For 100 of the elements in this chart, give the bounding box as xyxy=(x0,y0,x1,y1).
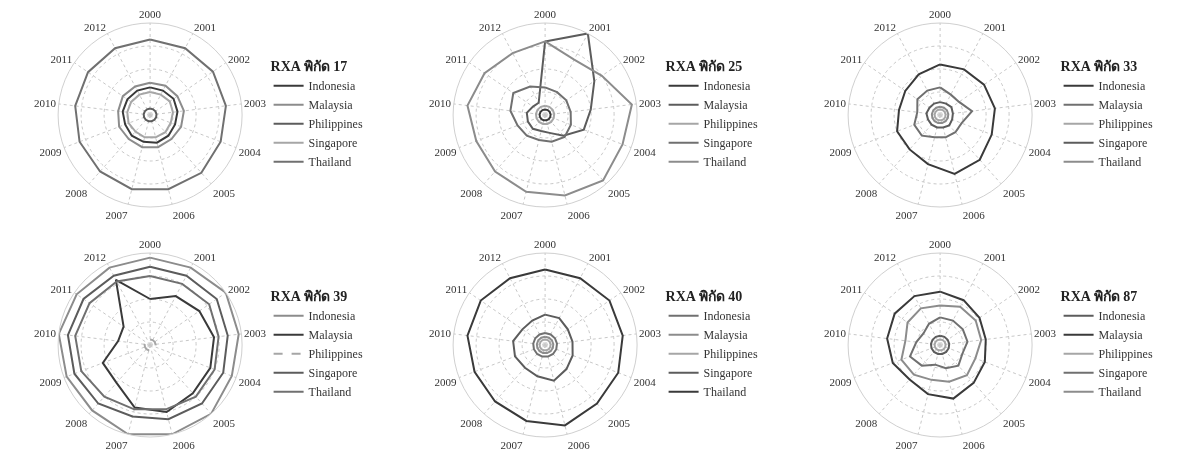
spoke-label: 2007 xyxy=(895,208,918,221)
spoke-label: 2000 xyxy=(139,8,162,21)
legend-label: Indonesia xyxy=(1098,79,1146,94)
spoke-label: 2007 xyxy=(105,438,128,451)
spoke-label: 2012 xyxy=(874,250,897,263)
spoke-label: 2009 xyxy=(39,376,63,389)
spoke-label: 2007 xyxy=(500,438,523,451)
legend-label: Singapore xyxy=(703,136,753,151)
legend-label: Indonesia xyxy=(308,79,356,94)
spoke-label: 2005 xyxy=(212,186,236,199)
legend-label: Thailand xyxy=(308,155,352,170)
spoke-label: 2006 xyxy=(962,208,986,221)
spoke-label: 2000 xyxy=(534,8,557,21)
spoke-label: 2002 xyxy=(623,283,646,296)
legend-label: Malaysia xyxy=(308,98,354,113)
spoke-label: 2012 xyxy=(84,250,107,263)
spoke-label: 2005 xyxy=(607,416,631,429)
legend-label: Singapore xyxy=(1098,366,1148,381)
spoke-label: 2010 xyxy=(34,327,57,340)
spoke-label: 2004 xyxy=(238,146,262,159)
legend-label: Philippines xyxy=(1098,347,1153,362)
legend-label: Philippines xyxy=(308,117,363,132)
spoke-label: 2009 xyxy=(434,146,458,159)
legend-label: Philippines xyxy=(1098,117,1153,132)
spoke-label: 2012 xyxy=(84,20,107,33)
spoke-label: 2008 xyxy=(460,186,483,199)
spoke-label: 2003 xyxy=(1034,327,1057,340)
legend-title: RXA พิกัด 33 xyxy=(1060,59,1138,75)
spoke-label: 2010 xyxy=(824,97,847,110)
spoke-label: 2011 xyxy=(445,283,468,296)
spoke-label: 2007 xyxy=(105,208,128,221)
spoke-label: 2000 xyxy=(929,238,952,251)
spoke-label: 2005 xyxy=(1002,416,1026,429)
legend-label: Thailand xyxy=(1098,385,1142,400)
spoke-label: 2002 xyxy=(228,283,251,296)
spoke-label: 2006 xyxy=(567,208,591,221)
legend-label: Singapore xyxy=(1098,136,1148,151)
spoke-label: 2011 xyxy=(50,53,73,66)
spoke-label: 2009 xyxy=(434,376,458,389)
spoke-label: 2010 xyxy=(824,327,847,340)
legend-label: Malaysia xyxy=(1098,98,1144,113)
legend-label: Thailand xyxy=(1098,155,1142,170)
legend-label: Singapore xyxy=(703,366,753,381)
spoke-label: 2006 xyxy=(172,438,196,451)
legend-title: RXA พิกัด 17 xyxy=(270,59,348,75)
legend-label: Indonesia xyxy=(703,79,751,94)
spoke-label: 2003 xyxy=(1034,97,1057,110)
spoke-label: 2008 xyxy=(65,186,88,199)
legend-label: Singapore xyxy=(308,136,358,151)
legend-label: Malaysia xyxy=(308,328,354,343)
spoke-label: 2004 xyxy=(1028,146,1052,159)
legend-label: Malaysia xyxy=(1098,328,1144,343)
spoke-label: 2012 xyxy=(874,20,897,33)
spoke-label: 2003 xyxy=(639,97,662,110)
spoke-label: 2002 xyxy=(623,53,646,66)
spoke-label: 2004 xyxy=(633,146,657,159)
spoke-label: 2001 xyxy=(984,20,1007,33)
legend-label: Philippines xyxy=(703,117,758,132)
spoke-label: 2003 xyxy=(244,327,267,340)
spoke-label: 2005 xyxy=(607,186,631,199)
spoke-label: 2005 xyxy=(212,416,236,429)
spoke-label: 2006 xyxy=(172,208,196,221)
legend-title: RXA พิกัด 25 xyxy=(665,59,743,75)
legend-label: Malaysia xyxy=(703,98,749,113)
legend-title: RXA พิกัด 40 xyxy=(665,289,743,305)
legend-label: Malaysia xyxy=(703,328,749,343)
legend-label: Philippines xyxy=(703,347,758,362)
spoke-label: 2008 xyxy=(65,416,88,429)
legend-label: Thailand xyxy=(308,385,352,400)
spoke-label: 2001 xyxy=(194,250,217,263)
legend-label: Philippines xyxy=(308,347,363,362)
spoke-label: 2001 xyxy=(194,20,217,33)
spoke-label: 2010 xyxy=(429,97,452,110)
spoke-label: 2001 xyxy=(589,250,612,263)
spoke-label: 2011 xyxy=(445,53,468,66)
spoke-label: 2011 xyxy=(840,53,863,66)
spoke-label: 2004 xyxy=(1028,376,1052,389)
spoke-label: 2004 xyxy=(633,376,657,389)
spoke-label: 2001 xyxy=(589,20,612,33)
spoke-label: 2009 xyxy=(39,146,63,159)
spoke-label: 2011 xyxy=(840,283,863,296)
spoke-label: 2008 xyxy=(855,186,878,199)
spoke-label: 2001 xyxy=(984,250,1007,263)
legend-title: RXA พิกัด 39 xyxy=(270,289,348,305)
spoke-label: 2005 xyxy=(1002,186,1026,199)
spoke-label: 2009 xyxy=(829,146,853,159)
spoke-label: 2012 xyxy=(479,20,502,33)
spoke-label: 2007 xyxy=(500,208,523,221)
legend-label: Thailand xyxy=(703,155,747,170)
spoke-label: 2002 xyxy=(1018,283,1041,296)
spoke-label: 2004 xyxy=(238,376,262,389)
spoke-label: 2006 xyxy=(567,438,591,451)
spoke-label: 2003 xyxy=(639,327,662,340)
spoke-label: 2011 xyxy=(50,283,73,296)
spoke-label: 2003 xyxy=(244,97,267,110)
spoke-label: 2008 xyxy=(460,416,483,429)
spoke-label: 2000 xyxy=(929,8,952,21)
spoke-label: 2000 xyxy=(139,238,162,251)
spoke-label: 2002 xyxy=(228,53,251,66)
spoke-label: 2000 xyxy=(534,238,557,251)
